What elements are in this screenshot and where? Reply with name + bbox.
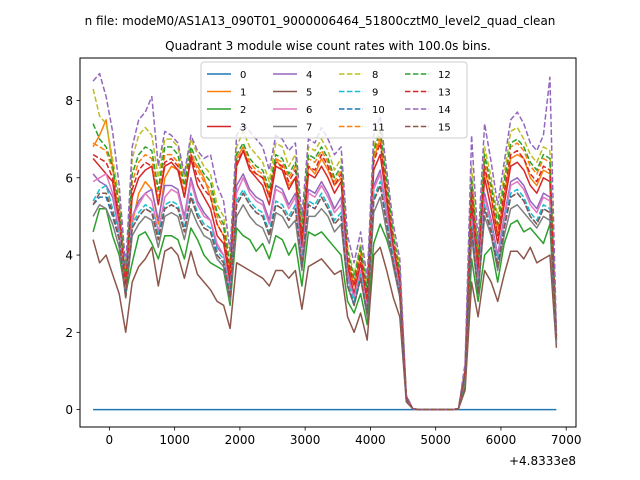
series-line-8: [92, 88, 558, 411]
axes-frame: [79, 57, 577, 428]
suptitle: n file: modeM0/AS1A13_090T01_9000006464_…: [85, 14, 556, 28]
legend-label-0: 0: [240, 70, 246, 81]
y-axis: 0 2 4 6 8: [65, 94, 80, 417]
legend-label-10: 10: [372, 105, 385, 116]
y-tick-label: 4: [65, 249, 73, 263]
legend-label-15: 15: [438, 123, 451, 134]
x-tick-label: 5000: [420, 433, 451, 447]
y-tick-label: 6: [65, 171, 73, 185]
legend-label-14: 14: [438, 105, 451, 116]
legend-label-2: 2: [240, 105, 246, 116]
x-tick-label: 1000: [159, 433, 190, 447]
legend-label-11: 11: [372, 123, 385, 134]
y-tick-label: 0: [65, 403, 73, 417]
x-tick-label: 3000: [290, 433, 321, 447]
legend-label-1: 1: [240, 88, 246, 99]
legend-label-3: 3: [240, 123, 246, 134]
legend-box: [200, 61, 468, 139]
series-layer: [92, 72, 558, 411]
series-line-2: [92, 207, 558, 411]
x-tick-label: 4000: [355, 433, 386, 447]
x-tick-label: 2000: [225, 433, 256, 447]
y-tick-label: 8: [65, 94, 73, 108]
legend-label-6: 6: [306, 105, 312, 116]
x-axis: 0 1000 2000 3000 4000 5000 6000 7000: [106, 427, 582, 447]
x-tick-label: 0: [106, 433, 114, 447]
series-line-13: [92, 142, 558, 411]
legend-label-7: 7: [306, 123, 312, 134]
legend-label-12: 12: [438, 70, 451, 81]
legend-label-4: 4: [306, 70, 312, 81]
x-offset-label: +4.8333e8: [509, 454, 576, 468]
series-line-15: [92, 184, 558, 411]
legend-label-13: 13: [438, 88, 451, 99]
x-tick-label: 6000: [486, 433, 517, 447]
series-line-5: [92, 239, 558, 411]
legend-label-8: 8: [372, 70, 378, 81]
chart-title: Quadrant 3 module wise count rates with …: [165, 39, 491, 53]
legend-label-9: 9: [372, 88, 378, 99]
y-tick-label: 2: [65, 326, 73, 340]
legend-label-5: 5: [306, 88, 312, 99]
series-line-11: [92, 134, 558, 411]
x-tick-label: 7000: [551, 433, 582, 447]
